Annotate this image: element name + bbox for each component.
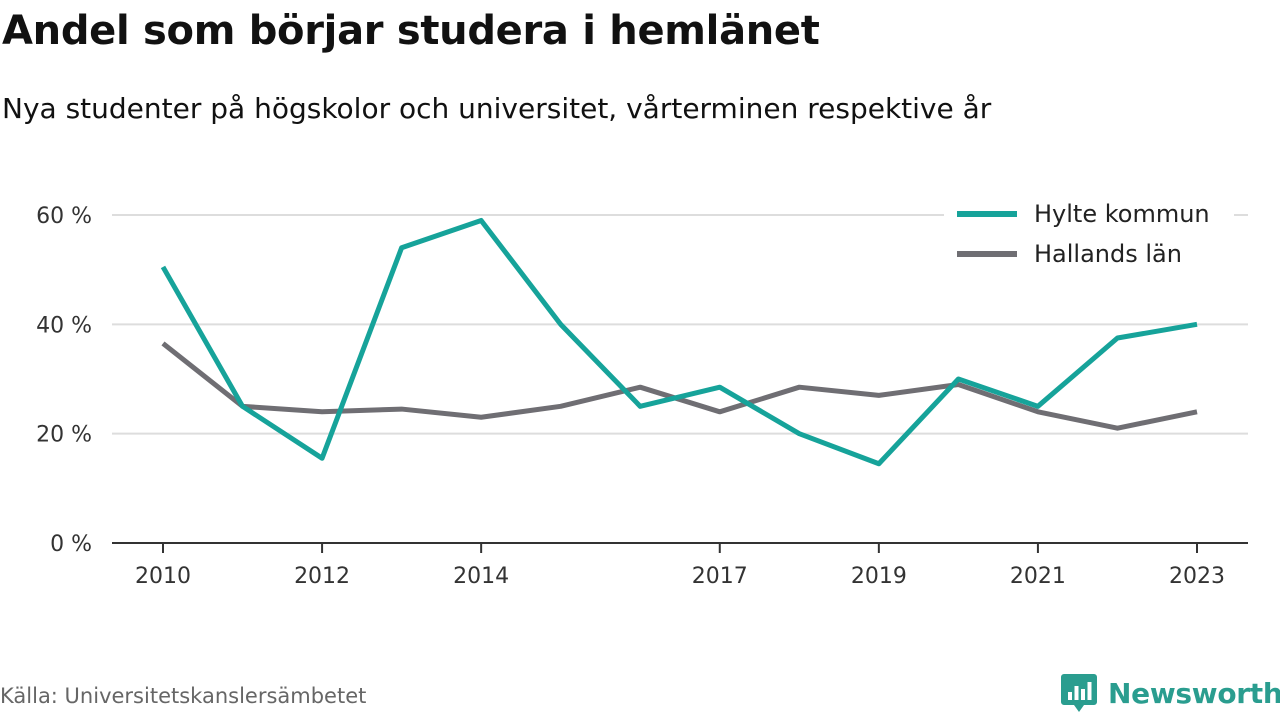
x-tick-label: 2014 <box>453 564 509 589</box>
legend: Hylte kommun Hallands län <box>944 198 1234 270</box>
x-axis-ticks: 2010 2012 2014 2017 2019 2021 2023 <box>135 543 1225 589</box>
chart-title: Andel som börjar studera i hemlänet <box>2 8 820 54</box>
y-tick-label: 0 % <box>50 532 92 557</box>
x-tick-label: 2023 <box>1169 564 1225 589</box>
series-line <box>160 217 1198 467</box>
x-tick-label: 2019 <box>851 564 907 589</box>
series-lines <box>160 217 1198 467</box>
legend-label: Hylte kommun <box>1034 200 1210 228</box>
brand-name: Newsworthy <box>1108 676 1280 710</box>
x-tick-label: 2012 <box>294 564 350 589</box>
x-tick-label: 2021 <box>1010 564 1066 589</box>
chart-subtitle: Nya studenter på högskolor och universit… <box>2 92 992 125</box>
source-note: Källa: Universitetskanslersämbetet <box>0 684 367 708</box>
y-axis-ticks: 0 % 20 % 40 % 60 % <box>36 204 92 557</box>
series-line <box>161 341 1198 431</box>
x-tick-label: 2017 <box>692 564 748 589</box>
brand-logo: Newsworthy <box>1060 672 1280 714</box>
y-tick-label: 20 % <box>36 423 92 448</box>
x-tick-label: 2010 <box>135 564 191 589</box>
legend-label: Hallands län <box>1034 240 1182 268</box>
y-tick-label: 40 % <box>36 313 92 338</box>
y-tick-label: 60 % <box>36 204 92 229</box>
newsworthy-logo-icon <box>1061 674 1097 712</box>
